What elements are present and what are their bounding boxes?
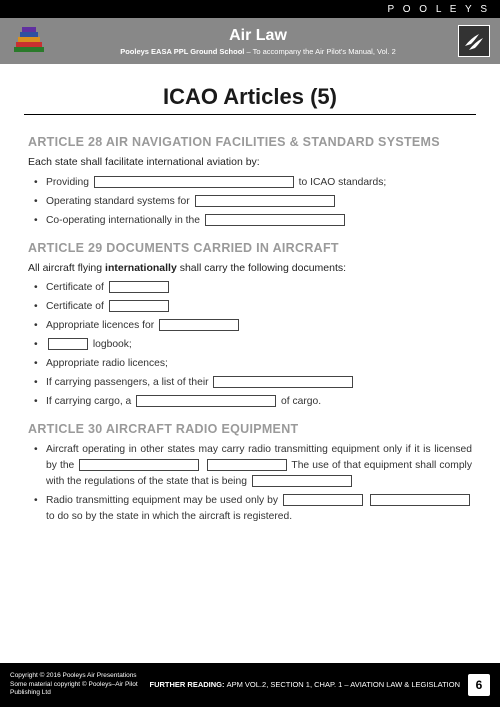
list-item: If carrying cargo, a of cargo. bbox=[34, 394, 472, 410]
blank-field[interactable] bbox=[207, 459, 287, 471]
header-text: Air Law Pooleys EASA PPL Ground School –… bbox=[58, 27, 458, 56]
blank-field[interactable] bbox=[205, 214, 345, 226]
page-title: ICAO Articles (5) bbox=[0, 84, 500, 110]
list-item: Appropriate licences for bbox=[34, 318, 472, 334]
article-30-list: Aircraft operating in other states may c… bbox=[34, 442, 472, 525]
blank-field[interactable] bbox=[109, 300, 169, 312]
article-29-intro: All aircraft flying internationally shal… bbox=[28, 260, 472, 276]
blank-field[interactable] bbox=[136, 395, 276, 407]
blank-field[interactable] bbox=[195, 195, 335, 207]
list-item: If carrying passengers, a list of their bbox=[34, 375, 472, 391]
blank-field[interactable] bbox=[159, 319, 239, 331]
list-item: logbook; bbox=[34, 337, 472, 353]
blank-field[interactable] bbox=[370, 494, 470, 506]
header-subtitle: Pooleys EASA PPL Ground School – To acco… bbox=[58, 47, 458, 56]
list-item: Aircraft operating in other states may c… bbox=[34, 442, 472, 490]
page-number: 6 bbox=[468, 674, 490, 696]
list-item: Appropriate radio licences; bbox=[34, 356, 472, 372]
header-title: Air Law bbox=[58, 27, 458, 45]
footer-bar: Copyright © 2016 Pooleys Air Presentatio… bbox=[0, 663, 500, 707]
article-28-intro: Each state shall facilitate internationa… bbox=[28, 154, 472, 170]
list-item: Providing to ICAO standards; bbox=[34, 175, 472, 191]
title-divider bbox=[24, 114, 476, 115]
blank-field[interactable] bbox=[48, 338, 88, 350]
blank-field[interactable] bbox=[213, 376, 353, 388]
list-item: Certificate of bbox=[34, 280, 472, 296]
blank-field[interactable] bbox=[79, 459, 199, 471]
books-icon bbox=[10, 21, 50, 61]
brand-logo: P O O L E Y S bbox=[387, 4, 490, 15]
list-item: Operating standard systems for bbox=[34, 194, 472, 210]
article-29-head: ARTICLE 29 DOCUMENTS CARRIED IN AIRCRAFT bbox=[28, 239, 472, 258]
header-banner: Air Law Pooleys EASA PPL Ground School –… bbox=[0, 18, 500, 64]
article-29-list: Certificate of Certificate of Appropriat… bbox=[34, 280, 472, 410]
blank-field[interactable] bbox=[94, 176, 294, 188]
top-bar: P O O L E Y S bbox=[0, 0, 500, 18]
article-28-head: ARTICLE 28 AIR NAVIGATION FACILITIES & S… bbox=[28, 133, 472, 152]
blank-field[interactable] bbox=[252, 475, 352, 487]
list-item: Certificate of bbox=[34, 299, 472, 315]
bird-icon bbox=[458, 25, 490, 57]
article-30-head: ARTICLE 30 AIRCRAFT RADIO EQUIPMENT bbox=[28, 420, 472, 439]
list-item: Radio transmitting equipment may be used… bbox=[34, 493, 472, 525]
blank-field[interactable] bbox=[283, 494, 363, 506]
further-reading: FURTHER READING: APM VOL.2, SECTION 1, C… bbox=[150, 680, 461, 690]
copyright: Copyright © 2016 Pooleys Air Presentatio… bbox=[10, 672, 150, 697]
list-item: Co-operating internationally in the bbox=[34, 213, 472, 229]
blank-field[interactable] bbox=[109, 281, 169, 293]
article-28-list: Providing to ICAO standards; Operating s… bbox=[34, 175, 472, 229]
content-area: ARTICLE 28 AIR NAVIGATION FACILITIES & S… bbox=[0, 133, 500, 525]
